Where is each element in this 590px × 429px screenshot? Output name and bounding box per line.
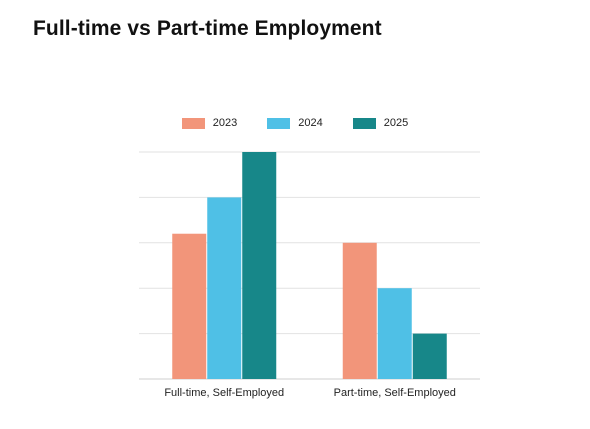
bar-2024-part-time[interactable]: [377, 288, 412, 379]
legend-label-2024: 2024: [298, 117, 323, 129]
legend-label-2025: 2025: [383, 117, 409, 129]
legend-swatch-2024: [267, 117, 291, 129]
bar-2024-full-time[interactable]: [207, 197, 242, 379]
bar-2025-full-time[interactable]: [242, 152, 277, 379]
legend-item-2023[interactable]: 2023: [181, 117, 238, 129]
category-label: Full-time, Self-Employed: [164, 387, 284, 399]
legend: 2023 2024 2025: [0, 117, 590, 129]
legend-item-2024[interactable]: 2024: [267, 117, 323, 129]
category-label: Part-time, Self-Employed: [334, 387, 456, 399]
legend-swatch-2025: [352, 117, 376, 129]
legend-swatch-2023: [181, 117, 205, 129]
bar-2023-part-time[interactable]: [342, 242, 377, 379]
legend-item-2025[interactable]: 2025: [352, 117, 409, 129]
bar-2025-part-time[interactable]: [412, 333, 447, 379]
bar-2023-full-time[interactable]: [172, 233, 207, 379]
chart-title: Full-time vs Part-time Employment: [33, 17, 382, 40]
legend-label-2023: 2023: [212, 117, 238, 129]
